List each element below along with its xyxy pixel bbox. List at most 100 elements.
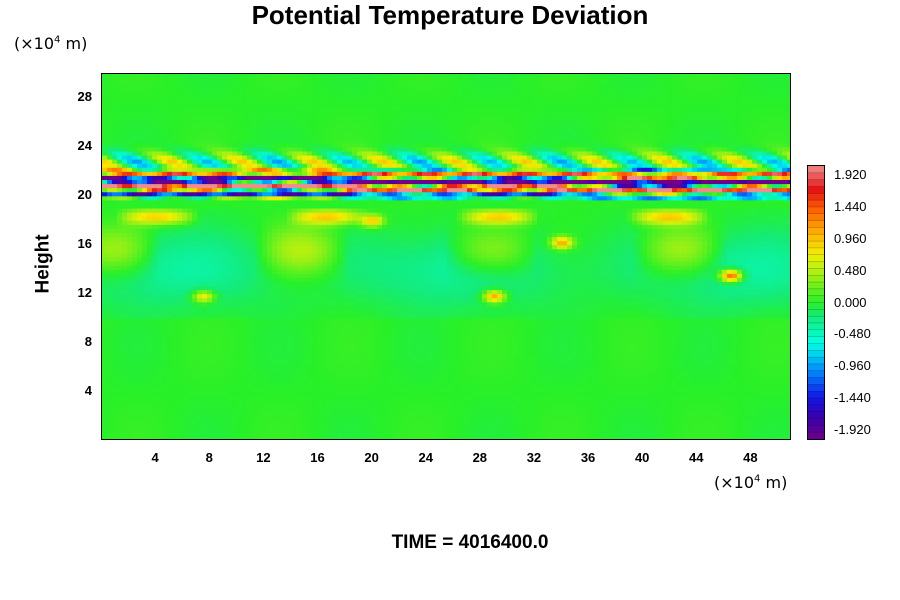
heatmap-cell <box>107 106 113 112</box>
heatmap-cell <box>612 139 618 144</box>
heatmap-cell <box>652 86 658 91</box>
heatmap-cell <box>522 114 528 120</box>
heatmap-cell <box>112 102 118 108</box>
heatmap-cell <box>182 78 188 83</box>
heatmap-cell <box>317 114 323 120</box>
heatmap-cell <box>597 90 603 95</box>
heatmap-cell <box>142 200 148 205</box>
heatmap-cell <box>282 74 288 79</box>
heatmap-cell <box>587 151 593 156</box>
heatmap-cell <box>412 102 418 108</box>
heatmap-cell <box>552 200 558 205</box>
heatmap-cell <box>522 78 528 83</box>
heatmap-cell <box>382 139 388 144</box>
heatmap-cell <box>442 188 448 193</box>
heatmap-cell <box>377 180 383 185</box>
heatmap-cell <box>377 171 383 177</box>
heatmap-cell <box>622 122 628 128</box>
heatmap-cell <box>492 143 498 148</box>
heatmap-cell <box>112 131 118 136</box>
heatmap-cell <box>567 163 573 169</box>
heatmap-cell <box>282 180 288 185</box>
heatmap-cell <box>592 216 598 222</box>
heatmap-cell <box>672 184 678 189</box>
heatmap-cell <box>387 159 393 165</box>
heatmap-cell <box>177 200 183 205</box>
heatmap-cell <box>212 90 218 95</box>
heatmap-cell <box>342 175 348 181</box>
heatmap-cell <box>372 82 378 87</box>
heatmap-cell <box>452 82 458 87</box>
heatmap-cell <box>472 122 478 128</box>
heatmap-cell <box>512 74 518 79</box>
heatmap-cell <box>772 98 778 103</box>
heatmap-cell <box>177 167 183 173</box>
heatmap-cell <box>427 171 433 177</box>
heatmap-cell <box>382 98 388 103</box>
heatmap-cell <box>172 78 178 83</box>
heatmap-cell <box>492 98 498 103</box>
heatmap-cell <box>557 90 563 95</box>
heatmap-cell <box>647 188 653 193</box>
heatmap-cell <box>602 74 608 79</box>
heatmap-cell <box>112 167 118 173</box>
heatmap-cell <box>127 114 133 120</box>
heatmap-cell <box>722 192 728 197</box>
heatmap-cell <box>382 90 388 95</box>
heatmap-cell <box>527 131 533 136</box>
heatmap-cell <box>512 155 518 161</box>
heatmap-cell <box>287 94 293 99</box>
heatmap-cell <box>507 110 513 116</box>
heatmap-cell <box>522 208 528 214</box>
heatmap-cell <box>447 163 453 169</box>
heatmap-cell <box>777 212 783 218</box>
heatmap-cell <box>647 208 653 214</box>
heatmap-cell <box>362 159 368 165</box>
heatmap-cell <box>487 171 493 177</box>
heatmap-cell <box>317 192 323 197</box>
heatmap-cell <box>747 192 753 197</box>
heatmap-cell <box>192 188 198 193</box>
heatmap-cell <box>517 184 523 189</box>
heatmap-cell <box>202 196 208 201</box>
heatmap-cell <box>232 155 238 161</box>
heatmap-cell <box>192 118 198 124</box>
heatmap-cell <box>357 151 363 156</box>
heatmap-cell <box>677 155 683 161</box>
heatmap-cell <box>362 155 368 161</box>
heatmap-cell <box>112 208 118 214</box>
heatmap-cell <box>347 196 353 201</box>
heatmap-cell <box>547 131 553 136</box>
heatmap-cell <box>442 78 448 83</box>
heatmap-cell <box>107 175 113 181</box>
heatmap-cell <box>137 180 143 185</box>
heatmap-cell <box>217 118 223 124</box>
heatmap-cell <box>612 155 618 161</box>
heatmap-cell <box>107 110 113 116</box>
heatmap-cell <box>557 180 563 185</box>
heatmap-cell <box>467 204 473 209</box>
heatmap-cell <box>267 159 273 165</box>
heatmap-cell <box>697 118 703 124</box>
heatmap-cell <box>277 102 283 108</box>
heatmap-cell <box>232 127 238 132</box>
heatmap-cell <box>692 127 698 132</box>
heatmap-cell <box>772 155 778 161</box>
heatmap-cell <box>562 171 568 177</box>
heatmap-cell <box>622 184 628 189</box>
heatmap-cell <box>157 159 163 165</box>
heatmap-cell <box>592 155 598 161</box>
heatmap-cell <box>297 131 303 136</box>
heatmap-cell <box>547 204 553 209</box>
heatmap-cell <box>512 212 518 218</box>
heatmap-cell <box>472 147 478 152</box>
heatmap-cell <box>672 212 678 218</box>
heatmap-cell <box>527 98 533 103</box>
heatmap-cell <box>287 184 293 189</box>
heatmap-cell <box>217 82 223 87</box>
heatmap-cell <box>582 94 588 99</box>
heatmap-cell <box>422 167 428 173</box>
heatmap-cell <box>387 188 393 193</box>
heatmap-cell <box>157 180 163 185</box>
heatmap-cell <box>737 184 743 189</box>
